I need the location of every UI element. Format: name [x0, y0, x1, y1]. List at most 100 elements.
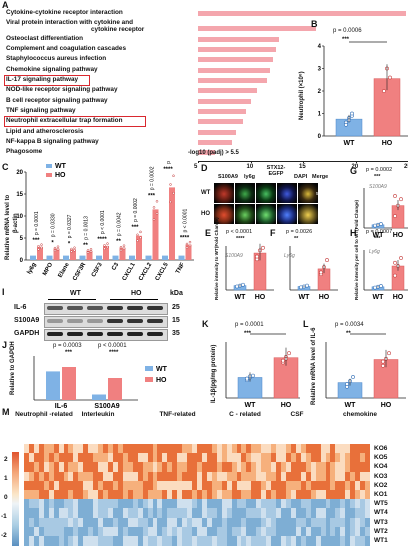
data-point — [373, 285, 377, 290]
heatmap-cell — [256, 444, 262, 454]
heatmap-cell — [24, 462, 30, 472]
heatmap-cell — [162, 462, 168, 472]
heatmap-cell — [221, 453, 227, 463]
heatmap-cell — [78, 453, 84, 463]
data-point — [139, 230, 142, 234]
heatmap-cell — [300, 453, 307, 463]
panel-label-m: M — [2, 407, 10, 417]
heatmap-cell — [177, 480, 183, 491]
heatmap-cell — [360, 471, 366, 482]
heatmap-cell — [261, 462, 267, 472]
heatmap-cell — [147, 499, 153, 509]
heatmap-cell — [335, 526, 341, 537]
heatmap-cell — [53, 453, 59, 463]
heatmap-cell — [251, 480, 257, 491]
heatmap-cell — [261, 490, 267, 500]
panel-h-tag: Ly6g — [369, 249, 380, 255]
heatmap-cell — [162, 471, 168, 482]
heatmap-cell — [132, 453, 138, 463]
heatmap-cell — [350, 499, 356, 509]
heatmap-cell — [360, 499, 366, 509]
heatmap-cell — [83, 526, 89, 537]
y-tick-label: 4 — [318, 44, 322, 50]
heatmap-cell — [251, 444, 257, 454]
p-value: p = 0.0002 — [150, 166, 156, 190]
panel-i-kda: kDa — [170, 290, 183, 297]
blot-band — [147, 332, 163, 336]
panel-g-pvalue: p = 0.0002 — [366, 167, 393, 173]
heatmap-cell — [172, 490, 178, 500]
heatmap-cell — [285, 508, 292, 518]
panel-g-stars: *** — [374, 174, 381, 180]
heatmap-cell — [152, 508, 158, 518]
heatmap-cell — [340, 526, 346, 537]
heatmap-cell — [197, 480, 203, 491]
heatmap-cell — [266, 480, 272, 491]
pathway-name: NF-kappa B signaling pathway — [6, 137, 99, 145]
heatmap-cell — [206, 462, 213, 472]
blot-band — [147, 306, 163, 310]
ho-bar — [62, 367, 76, 400]
data-point — [155, 212, 159, 215]
panel-d-col-dapi: DAPI — [294, 174, 308, 180]
heatmap-cell — [197, 526, 203, 537]
heatmap-cell — [261, 471, 267, 482]
heatmap-cell — [365, 499, 371, 509]
heatmap-cell — [78, 536, 84, 546]
heatmap-cell — [345, 453, 351, 463]
heatmap-cell — [78, 471, 84, 482]
heatmap-cell — [122, 453, 129, 463]
heatmap-cell — [103, 453, 109, 463]
ho-bar — [119, 247, 126, 260]
data-point — [185, 242, 189, 246]
heatmap-cell — [93, 499, 99, 509]
gene-label: C3 — [111, 261, 120, 271]
heatmap-cell — [325, 508, 331, 518]
heatmap-cell — [177, 444, 183, 454]
heatmap-cell — [285, 453, 292, 463]
heatmap-cell — [187, 480, 193, 491]
ho-bar — [185, 244, 192, 260]
micrograph-tile — [235, 183, 255, 203]
heatmap-cell — [98, 462, 104, 472]
heatmap-cell — [246, 471, 252, 482]
heatmap-cell — [142, 462, 148, 472]
heatmap-cell — [281, 444, 287, 454]
heatmap-cell — [305, 462, 311, 472]
heatmap-cell — [355, 462, 361, 472]
heatmap-cell — [285, 517, 292, 528]
panel-label-l: L — [303, 319, 309, 329]
panel-k-chart: WT HO — [225, 333, 300, 409]
blot-band — [147, 319, 163, 323]
panel-d-row-ho: HO — [201, 211, 210, 217]
heatmap-row-label: WT2 — [374, 527, 388, 535]
ho-label: HO — [319, 294, 330, 300]
heatmap-cell — [98, 499, 104, 509]
blot-band — [127, 319, 143, 323]
heatmap-cell — [320, 536, 326, 546]
heatmap-cell — [325, 471, 331, 482]
heatmap-cell — [103, 490, 109, 500]
heatmap-cell — [231, 508, 237, 518]
heatmap-cell — [211, 508, 218, 518]
panel-e-stars: **** — [236, 236, 245, 242]
heatmap-cell — [132, 508, 138, 518]
heatmap-cell — [300, 499, 307, 509]
heatmap-cell — [112, 453, 119, 463]
heatmap-cell — [43, 490, 49, 500]
heatmap-cell — [187, 536, 193, 546]
heatmap-cell — [226, 480, 232, 491]
data-point — [86, 251, 90, 254]
data-point — [172, 191, 175, 195]
heatmap-cell — [147, 517, 153, 528]
data-point — [103, 247, 106, 250]
heatmap-cell — [350, 471, 356, 482]
heatmap-cell — [231, 499, 237, 509]
heatmap-cell — [320, 490, 326, 500]
data-point — [86, 249, 90, 252]
heatmap-cell — [231, 453, 237, 463]
heatmap-cell — [365, 480, 371, 491]
heatmap-cell — [117, 490, 124, 500]
heatmap-cell — [73, 480, 79, 491]
heatmap-cell — [122, 499, 129, 509]
